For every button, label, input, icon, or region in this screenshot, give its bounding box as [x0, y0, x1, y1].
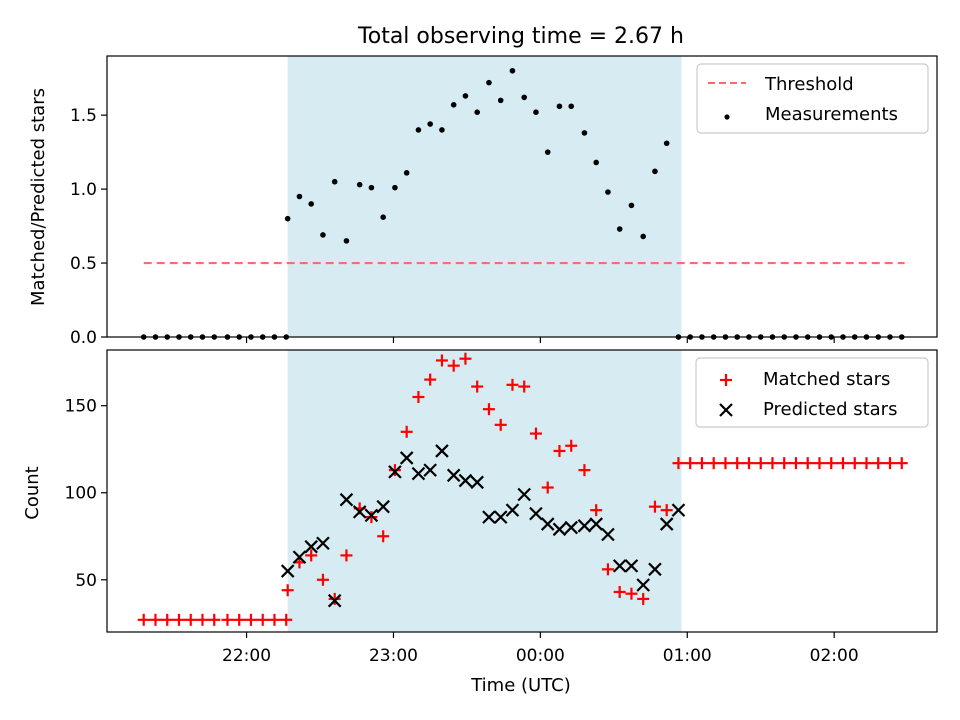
measurement-point — [664, 140, 670, 146]
matched-point — [755, 457, 767, 469]
measurement-point — [392, 185, 398, 191]
measurement-point — [605, 189, 611, 195]
count-xtick-label: 00:00 — [516, 646, 565, 666]
matched-point — [161, 614, 173, 626]
matched-point — [173, 614, 185, 626]
measurement-point — [357, 182, 363, 188]
count-xtick-label: 23:00 — [369, 646, 418, 666]
measurements-legend-label: Measurements — [765, 104, 898, 125]
matched-point — [257, 614, 269, 626]
measurement-point — [344, 238, 350, 244]
count-xtick-label: 01:00 — [663, 646, 712, 666]
threshold-legend-label: Threshold — [764, 74, 854, 95]
matched-point — [268, 614, 280, 626]
count-legend: Matched stars Predicted stars — [696, 358, 928, 427]
measurement-point — [568, 103, 574, 109]
matched-point — [896, 457, 908, 469]
matched-point — [196, 614, 208, 626]
matched-point — [813, 457, 825, 469]
matched-point — [884, 457, 896, 469]
matched-point — [708, 457, 720, 469]
matched-point — [138, 614, 150, 626]
matched-point — [872, 457, 884, 469]
count-ytick-label: 150 — [65, 397, 97, 417]
measurement-point — [510, 68, 516, 74]
matched-point — [208, 614, 220, 626]
measurement-point — [593, 160, 599, 166]
measurements-legend-swatch — [724, 114, 729, 119]
ratio-ytick-label: 1.0 — [70, 180, 97, 200]
measurement-point — [451, 102, 457, 108]
matched-point — [766, 457, 778, 469]
matched-point — [149, 614, 161, 626]
ratio-ytick-label: 0.0 — [70, 328, 97, 348]
measurement-point — [285, 216, 291, 222]
measurement-point — [545, 149, 551, 155]
count-xtick-label: 22:00 — [222, 646, 271, 666]
matched-point — [696, 457, 708, 469]
matched-point — [802, 457, 814, 469]
matched-legend-label: Matched stars — [763, 369, 890, 390]
measurement-point — [557, 103, 563, 109]
matched-point — [221, 614, 233, 626]
measurement-point — [652, 169, 658, 175]
matched-point — [245, 614, 257, 626]
matched-point — [731, 457, 743, 469]
matched-point — [860, 457, 872, 469]
matched-point — [743, 457, 755, 469]
measurement-point — [486, 80, 492, 86]
measurement-point — [498, 98, 504, 104]
chart-title: Total observing time = 2.67 h — [357, 24, 684, 49]
measurement-point — [474, 109, 480, 115]
measurement-point — [369, 185, 375, 191]
ratio-panel: 0.0 0.5 1.0 1.5 Matched/Predicted stars Thr… — [28, 56, 937, 348]
count-shaded-interval — [288, 350, 682, 632]
matched-point — [233, 614, 245, 626]
ratio-ytick-label: 1.5 — [70, 106, 97, 126]
count-xtick-label: 02:00 — [810, 646, 859, 666]
measurement-point — [308, 201, 314, 207]
measurement-point — [427, 121, 433, 127]
measurement-point — [617, 226, 623, 232]
measurement-point — [380, 214, 386, 220]
matched-point — [185, 614, 197, 626]
matched-point — [849, 457, 861, 469]
measurement-point — [332, 179, 338, 185]
ratio-shaded-interval — [288, 56, 682, 337]
x-axis-label: Time (UTC) — [470, 675, 571, 696]
measurement-point — [297, 194, 303, 200]
ratio-ytick-label: 0.5 — [70, 254, 97, 274]
measurement-point — [320, 232, 326, 238]
figure: Total observing time = 2.67 h 0.0 0.5 1.0 1… — [0, 0, 960, 720]
matched-point — [837, 457, 849, 469]
measurement-point — [640, 234, 646, 240]
measurement-point — [582, 130, 588, 136]
count-ytick-label: 50 — [75, 571, 97, 591]
matched-point — [825, 457, 837, 469]
matched-point — [684, 457, 696, 469]
ratio-legend: Threshold Measurements — [697, 64, 928, 133]
count-ytick-label: 100 — [65, 484, 97, 504]
measurement-point — [521, 95, 527, 101]
matched-point — [778, 457, 790, 469]
measurement-point — [439, 127, 445, 133]
matched-point — [719, 457, 731, 469]
measurement-point — [404, 170, 410, 176]
measurement-point — [533, 109, 539, 115]
predicted-legend-label: Predicted stars — [763, 399, 897, 420]
measurement-point — [463, 93, 469, 99]
ratio-y-axis-label: Matched/Predicted stars — [28, 88, 49, 306]
count-y-axis-label: Count — [22, 466, 43, 519]
count-panel: 50 100 150 22:00 23:00 00:00 01:00 02:00 Count… — [22, 350, 937, 696]
matched-point — [790, 457, 802, 469]
measurement-point — [416, 127, 422, 133]
measurement-point — [629, 203, 635, 209]
